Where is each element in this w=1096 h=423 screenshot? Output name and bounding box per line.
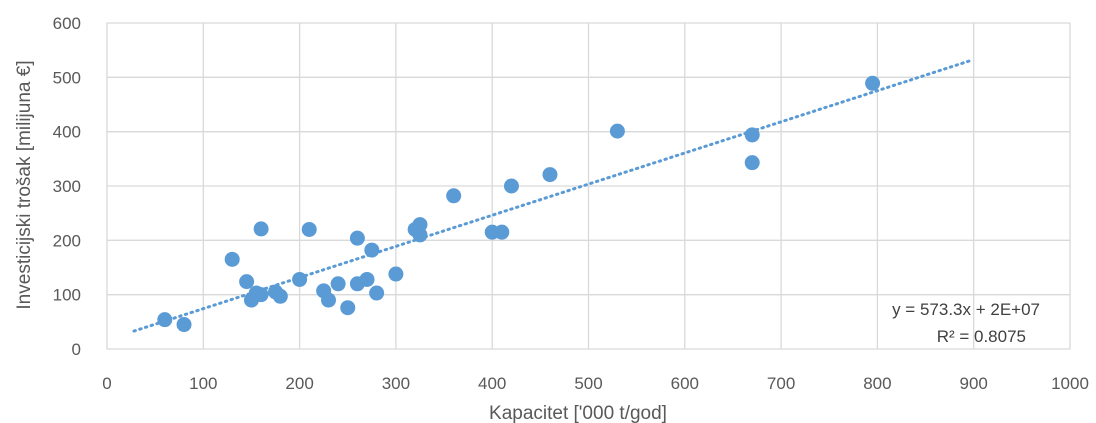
x-tick-label: 0 bbox=[102, 374, 111, 393]
y-tick-label: 300 bbox=[53, 177, 81, 196]
data-point bbox=[446, 188, 462, 204]
x-tick-label: 300 bbox=[382, 374, 410, 393]
data-point bbox=[253, 287, 269, 303]
data-point bbox=[503, 178, 519, 194]
x-tick-label: 600 bbox=[671, 374, 699, 393]
y-tick-label: 400 bbox=[53, 123, 81, 142]
y-axis-ticks: 0 100 200 300 400 500 600 bbox=[53, 14, 81, 359]
data-point bbox=[176, 317, 192, 333]
data-point bbox=[320, 292, 336, 308]
data-point bbox=[272, 288, 288, 304]
y-axis-title: Investicijski trošak [milijuna €] bbox=[14, 60, 35, 309]
y-tick-label: 100 bbox=[53, 286, 81, 305]
trendline-equation: y = 573.3x + 2E+07 bbox=[892, 300, 1040, 319]
x-tick-label: 400 bbox=[478, 374, 506, 393]
data-point bbox=[369, 285, 385, 301]
y-tick-label: 200 bbox=[53, 231, 81, 250]
x-tick-label: 500 bbox=[574, 374, 602, 393]
x-axis-ticks: 0 100 200 300 400 500 600 700 800 900 1000 bbox=[102, 374, 1089, 393]
data-point bbox=[494, 224, 510, 240]
data-point bbox=[542, 167, 558, 183]
data-point bbox=[412, 227, 428, 243]
data-point bbox=[744, 127, 760, 143]
x-axis-title: Kapacitet ['000 t/god] bbox=[489, 403, 667, 423]
x-tick-label: 200 bbox=[285, 374, 313, 393]
data-point bbox=[253, 221, 269, 237]
data-point bbox=[330, 276, 346, 292]
x-tick-label: 1000 bbox=[1051, 374, 1089, 393]
data-point bbox=[865, 75, 881, 91]
data-point bbox=[340, 300, 356, 316]
x-tick-label: 100 bbox=[189, 374, 217, 393]
x-tick-label: 900 bbox=[960, 374, 988, 393]
data-point bbox=[744, 155, 760, 171]
data-point bbox=[412, 217, 428, 233]
x-tick-label: 700 bbox=[767, 374, 795, 393]
data-point bbox=[239, 274, 255, 290]
y-tick-label: 500 bbox=[53, 68, 81, 87]
y-tick-label: 0 bbox=[72, 340, 81, 359]
data-point bbox=[224, 251, 240, 267]
y-tick-label: 600 bbox=[53, 14, 81, 33]
data-point bbox=[301, 221, 317, 237]
data-point bbox=[157, 312, 173, 328]
data-point bbox=[388, 266, 404, 282]
trendline-r-squared: R² = 0.8075 bbox=[937, 327, 1026, 346]
data-point bbox=[349, 230, 365, 246]
x-tick-label: 800 bbox=[863, 374, 891, 393]
data-point bbox=[359, 271, 375, 287]
plot-area-border bbox=[106, 22, 1071, 350]
data-point bbox=[364, 242, 380, 258]
data-points bbox=[157, 75, 881, 333]
data-point bbox=[292, 271, 308, 287]
data-point bbox=[609, 123, 625, 139]
